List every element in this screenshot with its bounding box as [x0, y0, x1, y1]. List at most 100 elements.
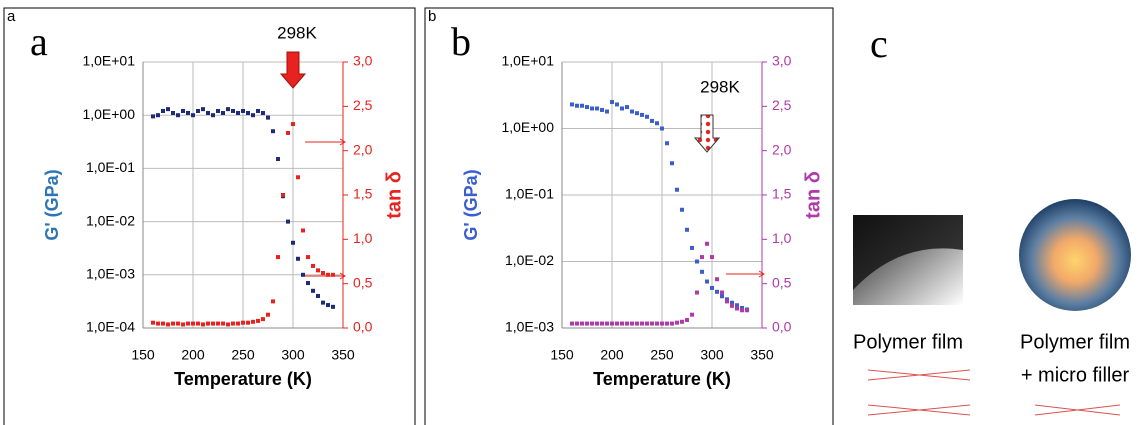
data-point: [620, 106, 624, 111]
data-point: [291, 122, 295, 127]
x-tick-label: 350: [331, 347, 355, 363]
data-point: [316, 293, 320, 298]
y-tick-label: 1,0E+00: [82, 106, 135, 122]
data-point: [301, 228, 305, 233]
data-point: [740, 305, 744, 310]
data-point: [635, 321, 639, 326]
data-point: [605, 321, 609, 326]
data-point: [241, 320, 245, 325]
data-point: [585, 105, 589, 110]
panel-letter: a: [30, 19, 48, 64]
data-point: [580, 321, 584, 326]
y2-tick-label: 1,5: [353, 186, 373, 202]
panel-frame: [424, 7, 834, 425]
data-point: [241, 108, 245, 113]
data-point: [211, 113, 215, 118]
data-point: [675, 320, 679, 325]
x-tick-label: 350: [750, 347, 774, 363]
data-point: [296, 175, 300, 180]
y-tick-label: 1,0E-01: [86, 159, 135, 175]
data-point: [271, 129, 275, 134]
y2-axis-title: tan δ: [802, 171, 824, 219]
data-point: [306, 255, 310, 260]
data-point: [291, 240, 295, 245]
panel-label: b: [428, 8, 436, 25]
data-point: [590, 321, 594, 326]
data-point: [600, 321, 604, 326]
y2-tick-label: 2,0: [353, 141, 373, 157]
data-point: [655, 321, 659, 326]
data-point: [181, 322, 185, 327]
data-point: [695, 290, 699, 295]
data-point: [585, 321, 589, 326]
pointer-arrow: [305, 272, 346, 280]
y2-axis-title: tan δ: [383, 171, 405, 219]
y-tick-label: 1,0E+00: [501, 119, 554, 135]
data-point: [161, 321, 165, 326]
x-axis-title: Temperature (K): [174, 369, 312, 389]
pointer-arrow: [305, 138, 346, 146]
data-point: [196, 108, 200, 113]
data-point: [311, 288, 315, 293]
data-point: [221, 110, 225, 115]
data-point: [191, 113, 195, 118]
y2-tick-label: 0,5: [353, 274, 373, 290]
data-point: [620, 321, 624, 326]
data-point: [321, 271, 325, 276]
data-point: [660, 126, 664, 131]
data-point: [171, 321, 175, 326]
data-point: [286, 130, 290, 135]
data-point: [286, 219, 290, 224]
data-point: [296, 256, 300, 261]
data-point: [720, 294, 724, 299]
y2-tick-label: 0,5: [772, 274, 792, 290]
x-tick-label: 250: [231, 347, 255, 363]
data-point: [615, 321, 619, 326]
panel-letter: b: [451, 19, 471, 64]
caption: + micro filler: [1021, 364, 1130, 386]
data-point: [625, 105, 629, 110]
data-point: [705, 241, 709, 246]
data-point: [735, 303, 739, 308]
data-point: [201, 107, 205, 112]
caption: Polymer film: [1020, 331, 1130, 353]
data-point: [725, 299, 729, 304]
data-point: [251, 113, 255, 118]
data-point: [266, 312, 270, 317]
data-point: [630, 109, 634, 114]
data-point: [650, 118, 654, 123]
arrow: [279, 51, 307, 89]
data-point: [580, 103, 584, 108]
data-point: [710, 285, 714, 290]
data-point: [271, 299, 275, 304]
y-tick-label: 1,0E-01: [505, 186, 554, 202]
data-point: [680, 207, 684, 212]
data-point: [196, 321, 200, 326]
y2-tick-label: 1,5: [772, 186, 792, 202]
data-point: [186, 321, 190, 326]
cross-marks: [867, 369, 1121, 416]
data-point: [191, 321, 195, 326]
data-point: [630, 321, 634, 326]
x-axis-title: Temperature (K): [593, 369, 731, 389]
data-point: [690, 312, 694, 317]
data-point: [301, 272, 305, 277]
data-point: [166, 107, 170, 112]
data-point: [326, 303, 330, 308]
y2-tick-label: 0,0: [353, 319, 373, 335]
data-point: [276, 255, 280, 260]
data-point: [570, 102, 574, 107]
data-point: [261, 317, 265, 322]
y2-tick-label: 0,0: [772, 319, 792, 335]
caption: Polymer film: [853, 331, 963, 353]
data-point: [645, 321, 649, 326]
data-point: [221, 321, 225, 326]
data-point: [710, 255, 714, 260]
data-point: [595, 321, 599, 326]
y2-tick-label: 2,0: [772, 141, 792, 157]
data-point: [276, 157, 280, 162]
data-point: [590, 106, 594, 111]
data-point: [256, 108, 260, 113]
data-point: [151, 114, 155, 119]
y-tick-label: 1,0E-04: [86, 319, 135, 335]
